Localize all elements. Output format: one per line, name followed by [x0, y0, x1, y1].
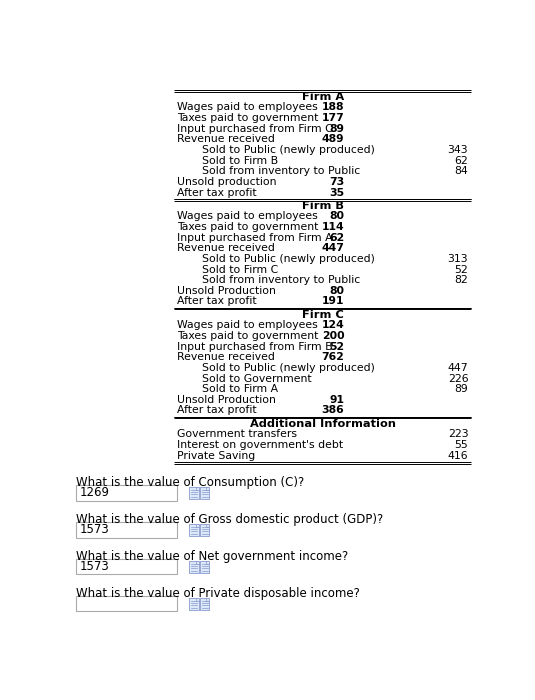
FancyBboxPatch shape — [76, 596, 177, 612]
Text: Wages paid to employees: Wages paid to employees — [177, 102, 318, 113]
Text: 124: 124 — [322, 321, 345, 330]
FancyBboxPatch shape — [189, 524, 198, 536]
Text: Interest on government's debt: Interest on government's debt — [177, 440, 343, 450]
Text: 89: 89 — [330, 124, 345, 134]
Text: Revenue received: Revenue received — [177, 134, 275, 144]
Text: Revenue received: Revenue received — [177, 352, 275, 363]
Text: Revenue received: Revenue received — [177, 244, 275, 253]
Text: 114: 114 — [322, 222, 345, 232]
Text: Unsold Production: Unsold Production — [177, 395, 276, 405]
Text: Sold to Government: Sold to Government — [203, 374, 312, 384]
Text: Sold to Firm A: Sold to Firm A — [203, 384, 279, 394]
FancyBboxPatch shape — [76, 559, 177, 575]
Text: 80: 80 — [330, 211, 345, 221]
Text: Taxes paid to government: Taxes paid to government — [177, 113, 318, 123]
Text: What is the value of Net government income?: What is the value of Net government inco… — [76, 550, 348, 563]
Text: Private Saving: Private Saving — [177, 451, 255, 461]
FancyBboxPatch shape — [189, 561, 198, 573]
Text: 447: 447 — [322, 244, 345, 253]
Text: 52: 52 — [455, 265, 468, 274]
Text: 223: 223 — [448, 429, 468, 440]
FancyBboxPatch shape — [200, 524, 210, 536]
Text: Taxes paid to government: Taxes paid to government — [177, 222, 318, 232]
Text: 191: 191 — [322, 297, 345, 307]
FancyBboxPatch shape — [76, 485, 177, 500]
Text: 1269: 1269 — [79, 486, 109, 499]
Text: 762: 762 — [322, 352, 345, 363]
Text: Sold from inventory to Public: Sold from inventory to Public — [203, 275, 361, 285]
Text: 1573: 1573 — [79, 524, 109, 536]
Text: 82: 82 — [455, 275, 468, 285]
Text: 55: 55 — [455, 440, 468, 450]
FancyBboxPatch shape — [189, 486, 198, 499]
Text: Firm C: Firm C — [302, 310, 343, 320]
Text: 343: 343 — [448, 145, 468, 155]
Text: Government transfers: Government transfers — [177, 429, 297, 440]
Text: Sold to Public (newly produced): Sold to Public (newly produced) — [203, 363, 376, 373]
Text: Input purchased from Firm B: Input purchased from Firm B — [177, 342, 333, 351]
Text: 313: 313 — [448, 254, 468, 264]
Text: Firm A: Firm A — [302, 92, 343, 102]
Text: 80: 80 — [330, 286, 345, 296]
Text: 200: 200 — [322, 331, 345, 341]
FancyBboxPatch shape — [200, 598, 210, 610]
Text: 84: 84 — [455, 166, 468, 176]
Text: Unsold production: Unsold production — [177, 177, 277, 187]
Text: What is the value of Private disposable income?: What is the value of Private disposable … — [76, 587, 360, 600]
Text: After tax profit: After tax profit — [177, 188, 257, 197]
Text: What is the value of Gross domestic product (GDP)?: What is the value of Gross domestic prod… — [76, 513, 384, 526]
Text: 447: 447 — [448, 363, 468, 373]
Text: 62: 62 — [329, 232, 345, 243]
FancyBboxPatch shape — [200, 486, 210, 499]
Text: Input purchased from Firm A: Input purchased from Firm A — [177, 232, 333, 243]
Text: 1573: 1573 — [79, 560, 109, 573]
FancyBboxPatch shape — [189, 598, 198, 610]
Text: Taxes paid to government: Taxes paid to government — [177, 331, 318, 341]
Text: What is the value of Consumption (C)?: What is the value of Consumption (C)? — [76, 476, 304, 489]
Text: Wages paid to employees: Wages paid to employees — [177, 321, 318, 330]
Text: Sold to Public (newly produced): Sold to Public (newly produced) — [203, 145, 376, 155]
FancyBboxPatch shape — [200, 561, 210, 573]
Text: Input purchased from Firm C: Input purchased from Firm C — [177, 124, 333, 134]
Text: 73: 73 — [329, 177, 345, 187]
Text: Additional Information: Additional Information — [250, 419, 395, 428]
Text: After tax profit: After tax profit — [177, 297, 257, 307]
Text: Sold to Firm C: Sold to Firm C — [203, 265, 279, 274]
Text: 226: 226 — [448, 374, 468, 384]
Text: 62: 62 — [455, 155, 468, 166]
Text: 386: 386 — [322, 405, 345, 415]
Text: 188: 188 — [322, 102, 345, 113]
Text: 91: 91 — [330, 395, 345, 405]
Text: Sold to Firm B: Sold to Firm B — [203, 155, 279, 166]
Text: 416: 416 — [448, 451, 468, 461]
FancyBboxPatch shape — [76, 522, 177, 538]
Text: 89: 89 — [455, 384, 468, 394]
Text: After tax profit: After tax profit — [177, 405, 257, 415]
Text: Unsold Production: Unsold Production — [177, 286, 276, 296]
Text: 489: 489 — [322, 134, 345, 144]
Text: 52: 52 — [329, 342, 345, 351]
Text: Sold from inventory to Public: Sold from inventory to Public — [203, 166, 361, 176]
Text: 177: 177 — [322, 113, 345, 123]
Text: Sold to Public (newly produced): Sold to Public (newly produced) — [203, 254, 376, 264]
Text: Wages paid to employees: Wages paid to employees — [177, 211, 318, 221]
Text: 35: 35 — [329, 188, 345, 197]
Text: Firm B: Firm B — [302, 201, 343, 211]
